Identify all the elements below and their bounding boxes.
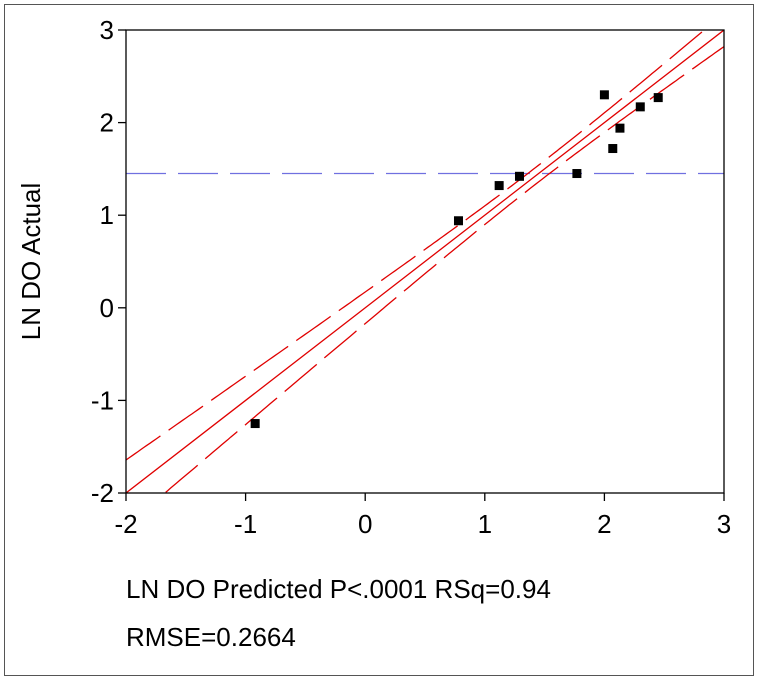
fit-line bbox=[126, 30, 724, 493]
data-point bbox=[608, 144, 618, 154]
lower-confidence-curve bbox=[163, 46, 724, 493]
y-tick-label: 3 bbox=[100, 15, 114, 45]
y-axis-title: LN DO Actual bbox=[16, 183, 46, 341]
x-tick-label: 0 bbox=[358, 509, 372, 539]
chart-frame bbox=[4, 4, 754, 676]
data-point bbox=[453, 216, 463, 226]
data-point bbox=[615, 123, 625, 133]
axes-box bbox=[125, 29, 725, 494]
x-tick-label: 3 bbox=[717, 509, 731, 539]
plot-clip-group bbox=[126, 30, 724, 493]
data-point bbox=[572, 169, 582, 179]
y-tick-label: 1 bbox=[100, 200, 114, 230]
y-tick-label: 0 bbox=[100, 293, 114, 323]
x-tick-label: -2 bbox=[114, 509, 137, 539]
upper-confidence-curve bbox=[126, 30, 706, 461]
rmse-label: RMSE=0.2664 bbox=[126, 622, 296, 652]
data-point bbox=[514, 171, 524, 181]
x-axis-title: LN DO Predicted P<.0001 RSq=0.94 bbox=[126, 574, 551, 604]
data-point bbox=[494, 181, 504, 191]
axis-ticks: -2 -1 0 1 2 3 -2 -1 0 1 2 3 bbox=[91, 15, 731, 539]
data-point bbox=[653, 93, 663, 103]
x-tick-label: 2 bbox=[597, 509, 611, 539]
data-point bbox=[635, 102, 645, 112]
data-point bbox=[250, 419, 260, 429]
plot-area bbox=[125, 29, 725, 494]
data-point bbox=[599, 90, 609, 100]
y-tick-label: -1 bbox=[91, 385, 114, 415]
y-tick-label: 2 bbox=[100, 108, 114, 138]
y-tick-label: -2 bbox=[91, 478, 114, 508]
x-tick-label: 1 bbox=[478, 509, 492, 539]
x-tick-label: -1 bbox=[234, 509, 257, 539]
